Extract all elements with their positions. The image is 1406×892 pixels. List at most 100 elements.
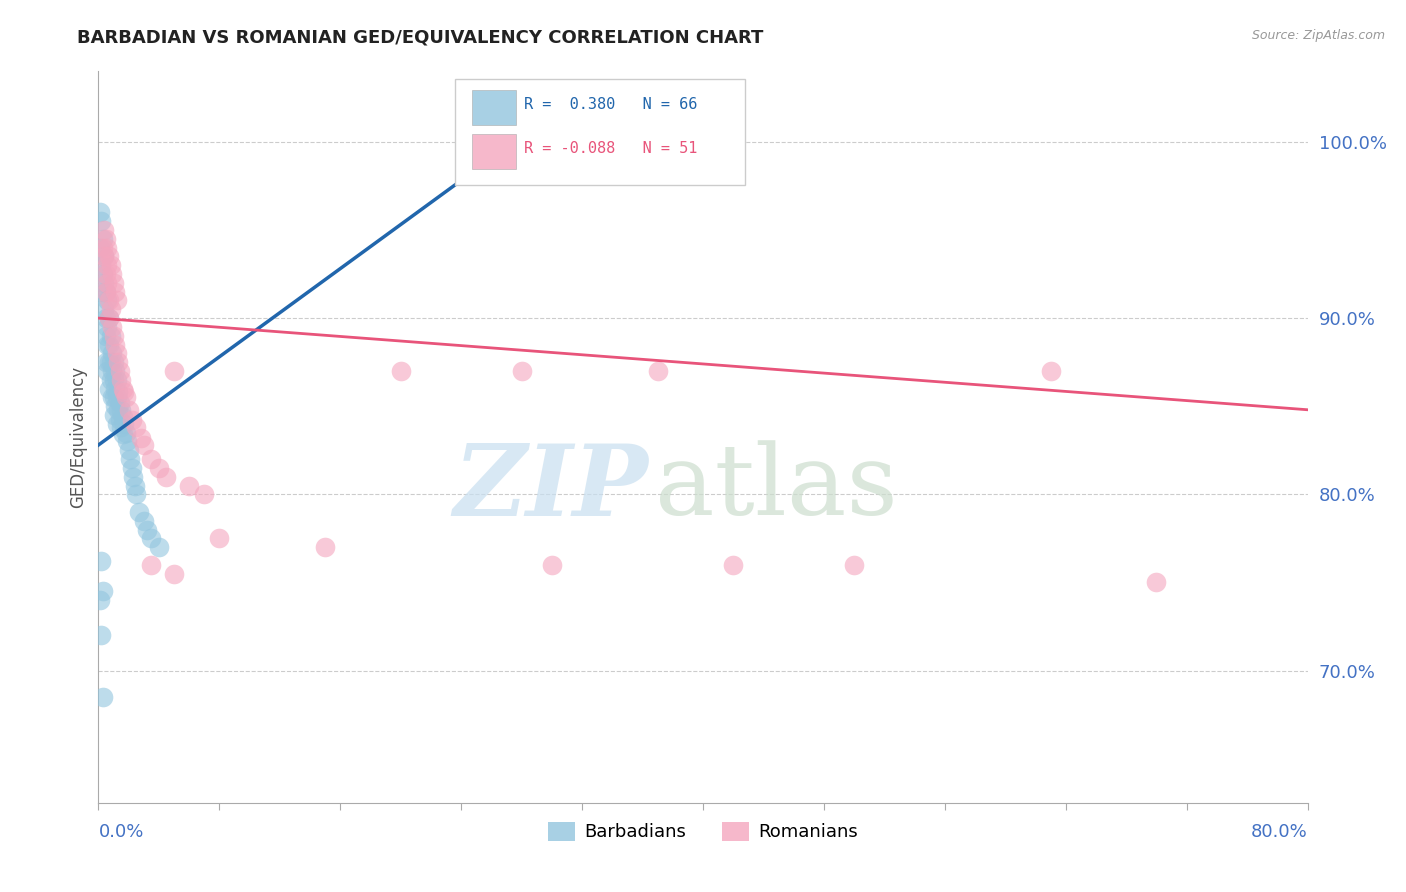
Point bbox=[104, 364, 127, 378]
Point bbox=[148, 461, 170, 475]
Point bbox=[121, 461, 143, 475]
Point bbox=[115, 434, 138, 449]
Point bbox=[100, 328, 122, 343]
Point bbox=[96, 241, 118, 255]
Point bbox=[96, 337, 118, 351]
Point bbox=[163, 364, 186, 378]
Point bbox=[132, 514, 155, 528]
Point bbox=[112, 417, 135, 431]
Point bbox=[90, 214, 112, 228]
Point bbox=[93, 249, 115, 263]
Point bbox=[90, 554, 112, 568]
Point bbox=[96, 364, 118, 378]
Point bbox=[101, 391, 124, 405]
Point bbox=[844, 558, 866, 572]
Point bbox=[112, 385, 135, 400]
Point bbox=[104, 337, 127, 351]
Text: BARBADIAN VS ROMANIAN GED/EQUIVALENCY CORRELATION CHART: BARBADIAN VS ROMANIAN GED/EQUIVALENCY CO… bbox=[77, 29, 763, 46]
Text: 0.0%: 0.0% bbox=[98, 823, 143, 841]
Point bbox=[108, 364, 131, 378]
Point bbox=[100, 355, 122, 369]
Point bbox=[121, 413, 143, 427]
Point bbox=[155, 469, 177, 483]
Point bbox=[105, 417, 128, 431]
Point bbox=[101, 364, 124, 378]
Point bbox=[503, 135, 526, 149]
Point bbox=[103, 391, 125, 405]
Point bbox=[111, 382, 134, 396]
Point bbox=[104, 382, 127, 396]
Point bbox=[105, 373, 128, 387]
Point bbox=[1039, 364, 1062, 378]
Point bbox=[1144, 575, 1167, 590]
Point bbox=[110, 420, 132, 434]
Point bbox=[91, 241, 114, 255]
Point bbox=[118, 443, 141, 458]
Point bbox=[96, 258, 118, 272]
Point bbox=[89, 241, 111, 255]
Point bbox=[129, 431, 152, 445]
Point bbox=[314, 540, 336, 554]
Point bbox=[124, 478, 146, 492]
Point bbox=[103, 355, 125, 369]
Point bbox=[100, 302, 122, 317]
Text: atlas: atlas bbox=[655, 441, 897, 536]
Point bbox=[163, 566, 186, 581]
Point bbox=[193, 487, 215, 501]
Point bbox=[118, 402, 141, 417]
Point bbox=[125, 420, 148, 434]
Point bbox=[104, 399, 127, 413]
Point bbox=[98, 311, 121, 326]
Point bbox=[510, 364, 533, 378]
Point bbox=[91, 232, 114, 246]
Point bbox=[101, 346, 124, 360]
Point bbox=[107, 402, 129, 417]
Point bbox=[103, 408, 125, 422]
Point bbox=[98, 337, 121, 351]
Point bbox=[132, 438, 155, 452]
Point bbox=[114, 425, 136, 440]
Y-axis label: GED/Equivalency: GED/Equivalency bbox=[69, 366, 87, 508]
Point bbox=[120, 452, 142, 467]
Text: R = -0.088   N = 51: R = -0.088 N = 51 bbox=[524, 141, 697, 156]
Point bbox=[101, 320, 124, 334]
Point bbox=[93, 223, 115, 237]
Point bbox=[96, 320, 118, 334]
Point bbox=[100, 373, 122, 387]
Point bbox=[103, 276, 125, 290]
Point bbox=[141, 532, 163, 546]
Point bbox=[107, 385, 129, 400]
Point bbox=[111, 409, 134, 424]
Text: 80.0%: 80.0% bbox=[1251, 823, 1308, 841]
Point bbox=[125, 487, 148, 501]
Point bbox=[107, 355, 129, 369]
Point bbox=[105, 346, 128, 360]
Point bbox=[98, 355, 121, 369]
Point bbox=[94, 232, 117, 246]
Point bbox=[94, 285, 117, 299]
Point bbox=[89, 205, 111, 219]
FancyBboxPatch shape bbox=[456, 78, 745, 185]
Point bbox=[91, 267, 114, 281]
FancyBboxPatch shape bbox=[472, 134, 516, 169]
Point bbox=[389, 364, 412, 378]
Point bbox=[101, 267, 124, 281]
Point bbox=[96, 276, 118, 290]
Point bbox=[179, 478, 201, 492]
Point bbox=[110, 373, 132, 387]
Point bbox=[93, 276, 115, 290]
Point bbox=[208, 532, 231, 546]
Point bbox=[94, 328, 117, 343]
Point bbox=[91, 584, 114, 599]
Point bbox=[103, 373, 125, 387]
Point bbox=[91, 285, 114, 299]
Point bbox=[105, 391, 128, 405]
Point bbox=[93, 302, 115, 317]
Point bbox=[128, 505, 150, 519]
Point bbox=[141, 452, 163, 467]
Point bbox=[540, 558, 562, 572]
Point bbox=[94, 311, 117, 326]
Point bbox=[108, 413, 131, 427]
Point bbox=[94, 267, 117, 281]
Text: Source: ZipAtlas.com: Source: ZipAtlas.com bbox=[1251, 29, 1385, 42]
